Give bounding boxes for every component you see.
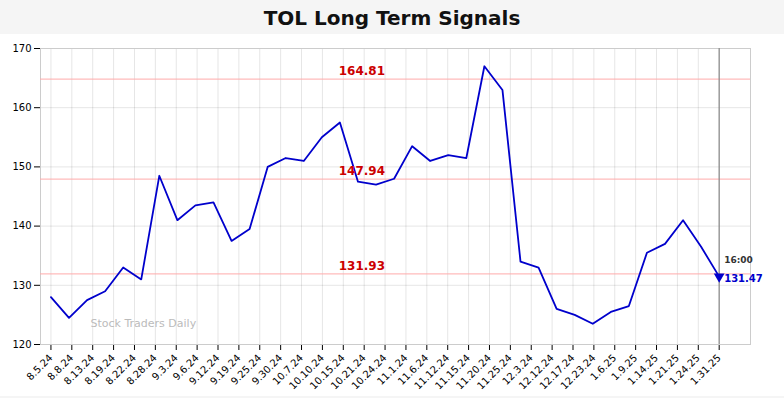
svg-text:140: 140 (12, 220, 31, 231)
svg-text:1.9.25: 1.9.25 (609, 352, 640, 383)
svg-text:8.22.24: 8.22.24 (103, 352, 139, 387)
svg-text:147.94: 147.94 (339, 164, 385, 178)
svg-text:10.10.24: 10.10.24 (286, 352, 327, 392)
svg-text:170: 170 (12, 43, 31, 54)
svg-text:9.3.24: 9.3.24 (149, 352, 180, 383)
svg-text:9.19.24: 9.19.24 (207, 352, 243, 387)
svg-text:1.21.25: 1.21.25 (646, 352, 682, 387)
svg-text:9.25.24: 9.25.24 (228, 352, 264, 387)
svg-text:164.81: 164.81 (339, 64, 385, 78)
svg-text:131.47: 131.47 (724, 273, 763, 284)
svg-text:11.6.24: 11.6.24 (395, 352, 431, 387)
svg-text:16:00: 16:00 (724, 255, 753, 265)
svg-text:12.3.24: 12.3.24 (500, 352, 535, 387)
svg-text:10.7.24: 10.7.24 (270, 352, 306, 387)
svg-text:1.31.25: 1.31.25 (688, 352, 723, 387)
svg-text:11.25.24: 11.25.24 (474, 352, 514, 392)
svg-text:130: 130 (12, 280, 31, 291)
svg-text:11.12.24: 11.12.24 (412, 352, 452, 392)
svg-text:8.19.24: 8.19.24 (82, 352, 118, 387)
svg-text:9.6.24: 9.6.24 (170, 352, 201, 383)
svg-text:8.8.24: 8.8.24 (45, 352, 76, 383)
svg-text:Stock Traders Daily: Stock Traders Daily (91, 317, 197, 330)
svg-text:1.14.25: 1.14.25 (625, 352, 661, 387)
svg-text:1.6.25: 1.6.25 (588, 352, 619, 383)
svg-text:10.15.24: 10.15.24 (307, 352, 347, 392)
svg-text:131.93: 131.93 (339, 259, 385, 273)
svg-text:12.23.24: 12.23.24 (558, 352, 598, 392)
svg-text:11.20.24: 11.20.24 (453, 352, 494, 392)
svg-text:12.12.24: 12.12.24 (516, 352, 556, 392)
svg-text:8.5.24: 8.5.24 (24, 352, 55, 383)
html-text:TOL Long Term Signals: TOL Long Term Signals (263, 6, 521, 30)
svg-text:11.1.24: 11.1.24 (374, 352, 410, 387)
svg-text:150: 150 (12, 161, 31, 172)
svg-text:9.12.24: 9.12.24 (186, 352, 222, 387)
svg-text:9.30.24: 9.30.24 (249, 352, 285, 387)
svg-text:12.17.24: 12.17.24 (537, 352, 577, 392)
svg-text:120: 120 (12, 339, 31, 350)
svg-text:11.15.24: 11.15.24 (433, 352, 473, 392)
svg-text:10.21.24: 10.21.24 (328, 352, 368, 392)
svg-text:10.24.24: 10.24.24 (349, 352, 389, 392)
svg-text:160: 160 (12, 102, 31, 113)
svg-text:1.24.25: 1.24.25 (667, 352, 702, 387)
svg-text:8.13.24: 8.13.24 (61, 352, 97, 387)
svg-text:8.28.24: 8.28.24 (124, 352, 159, 387)
